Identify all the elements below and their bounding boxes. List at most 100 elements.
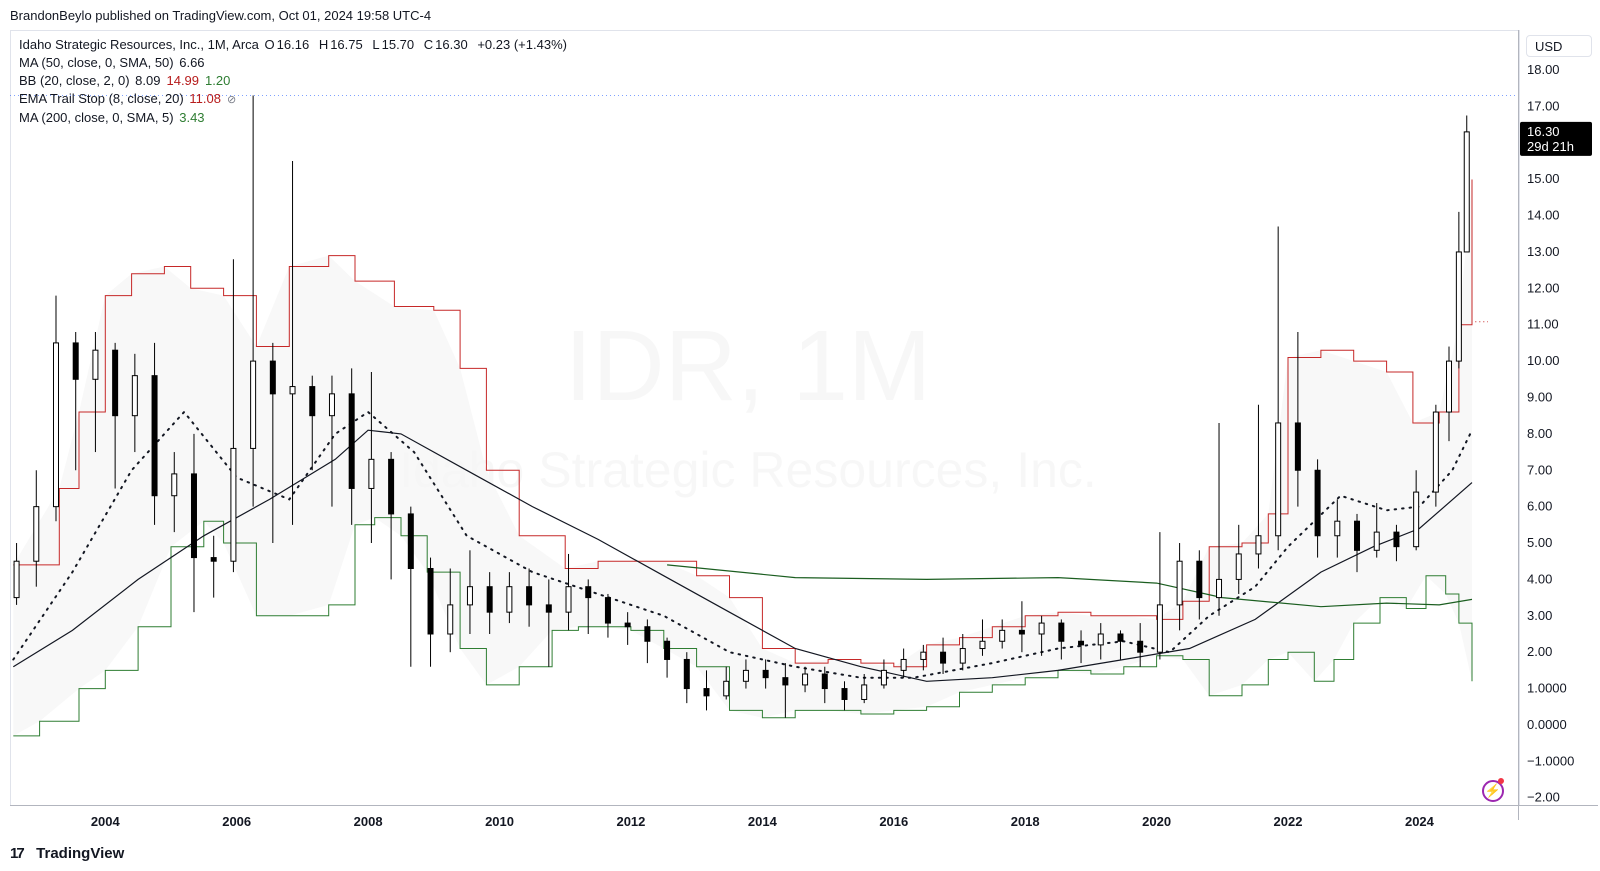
candle-body <box>427 567 434 635</box>
tradingview-logo[interactable]: 17 TradingView <box>10 845 124 862</box>
candle-body <box>1413 491 1420 548</box>
symbol-title: Idaho Strategic Resources, Inc., 1M, Arc… <box>19 37 259 52</box>
bb-upper-line <box>13 179 1473 668</box>
price-tick-label: 4.00 <box>1527 571 1552 586</box>
candle-body <box>821 673 828 690</box>
watermark-ticker: IDR, 1M <box>565 310 932 422</box>
time-tick-label: 2006 <box>222 814 251 829</box>
indicator-value: 6.66 <box>179 55 205 70</box>
last-price-box <box>1520 121 1592 156</box>
price-tick-label: 2.00 <box>1527 644 1552 659</box>
currency-selector[interactable]: USD <box>1526 35 1592 57</box>
chart-legend: Idaho Strategic Resources, Inc., 1M, Arc… <box>19 36 569 127</box>
time-tick-label: 2020 <box>1142 814 1171 829</box>
open-label: O <box>264 37 275 52</box>
candle-body <box>979 640 986 650</box>
candle-body <box>1137 640 1144 653</box>
candle-body <box>1255 535 1262 555</box>
low-label: L <box>372 37 380 52</box>
candle-body <box>861 684 868 700</box>
notification-dot <box>1498 778 1504 784</box>
candle-body <box>802 673 809 686</box>
candle-body <box>1354 520 1361 551</box>
candle-body <box>289 386 296 395</box>
axis-labels: 18.00 17.00 15.00 14.00 13.00 12.00 11.00 10.00… <box>91 62 1575 829</box>
candle-body <box>466 586 473 606</box>
tv-logo-text: TradingView <box>36 845 125 862</box>
indicator-legend-row[interactable]: MA (50, close, 0, SMA, 50) 6.66 <box>19 54 569 72</box>
candle-body <box>447 604 454 635</box>
price-tick-label: 11.00 <box>1527 317 1559 332</box>
candle-body <box>1097 633 1104 646</box>
price-tick-label: 7.00 <box>1527 462 1552 477</box>
price-tick-label: −2.00 <box>1527 790 1560 805</box>
candle-body <box>190 473 197 559</box>
indicator-lines <box>10 94 1518 737</box>
close-label: C <box>423 37 434 52</box>
lightning-icon[interactable]: ⚡ <box>1482 780 1504 802</box>
indicator-legend-row[interactable]: BB (20, close, 2, 0) 8.09 14.99 1.20 <box>19 72 569 90</box>
open-value: 16.16 <box>276 37 310 52</box>
indicator-legend-row[interactable]: EMA Trail Stop (8, close, 20) 11.08 ⊘ <box>19 90 569 109</box>
time-scale-border <box>10 805 1598 806</box>
candle-body <box>1117 633 1124 642</box>
candle-body <box>644 626 651 642</box>
candle-body <box>545 604 552 613</box>
candle-body <box>52 342 59 508</box>
hidden-toggle-icon[interactable]: ⊘ <box>226 94 237 106</box>
candle-body <box>723 680 730 697</box>
candle-body <box>72 342 79 380</box>
low-value: 15.70 <box>381 37 415 52</box>
candle-body <box>999 629 1006 642</box>
price-tick-label: 8.00 <box>1527 426 1552 441</box>
candle-body <box>1334 520 1341 537</box>
candle-body <box>1373 531 1380 551</box>
price-tick-label: −1.0000 <box>1527 753 1574 768</box>
candle-body <box>1432 411 1439 493</box>
candle-body <box>1455 251 1462 362</box>
candle-body <box>250 360 257 449</box>
time-tick-label: 2010 <box>485 814 514 829</box>
indicator-value: 3.43 <box>179 110 205 125</box>
time-tick-label: 2012 <box>616 814 645 829</box>
candle-body <box>388 458 395 515</box>
candle-body <box>1078 640 1085 646</box>
symbol-legend-row[interactable]: Idaho Strategic Resources, Inc., 1M, Arc… <box>19 36 569 54</box>
candle-body <box>1463 131 1470 253</box>
indicator-value: 14.99 <box>166 73 200 88</box>
candle-body <box>782 677 789 686</box>
high-label: H <box>318 37 329 52</box>
price-tick-label: 13.00 <box>1527 244 1560 259</box>
candle-body <box>1176 560 1183 606</box>
candle-body <box>131 375 138 417</box>
candle-body <box>1038 622 1045 635</box>
bollinger-fill <box>13 179 1472 736</box>
candle-body <box>1216 578 1223 599</box>
bar-countdown-label: 29d 21h <box>1527 139 1574 154</box>
candle-body <box>328 393 335 417</box>
candle-body <box>171 473 178 497</box>
tv-logo-icon: 17 <box>10 845 25 862</box>
candle-body <box>880 669 887 686</box>
candle-body <box>506 586 513 613</box>
indicator-label: BB (20, close, 2, 0) <box>19 73 134 88</box>
candle-body <box>151 375 158 497</box>
candle-body <box>1235 553 1242 580</box>
candle-body <box>1018 629 1025 635</box>
indicator-legend-row[interactable]: MA (200, close, 0, SMA, 5) 3.43 <box>19 109 569 127</box>
candle-body <box>368 458 375 489</box>
candle-body <box>683 658 690 690</box>
candles-layer <box>13 95 1470 718</box>
price-tick-label: 3.00 <box>1527 608 1552 623</box>
candle-body <box>526 586 533 606</box>
time-tick-label: 2004 <box>91 814 121 829</box>
price-tick-label: 15.00 <box>1527 171 1560 186</box>
candle-body <box>920 651 927 660</box>
time-tick-label: 2016 <box>879 814 908 829</box>
candle-body <box>1196 560 1203 599</box>
indicator-value: 1.20 <box>205 73 231 88</box>
candle-body <box>1058 622 1065 642</box>
price-scale-border <box>1518 30 1519 820</box>
